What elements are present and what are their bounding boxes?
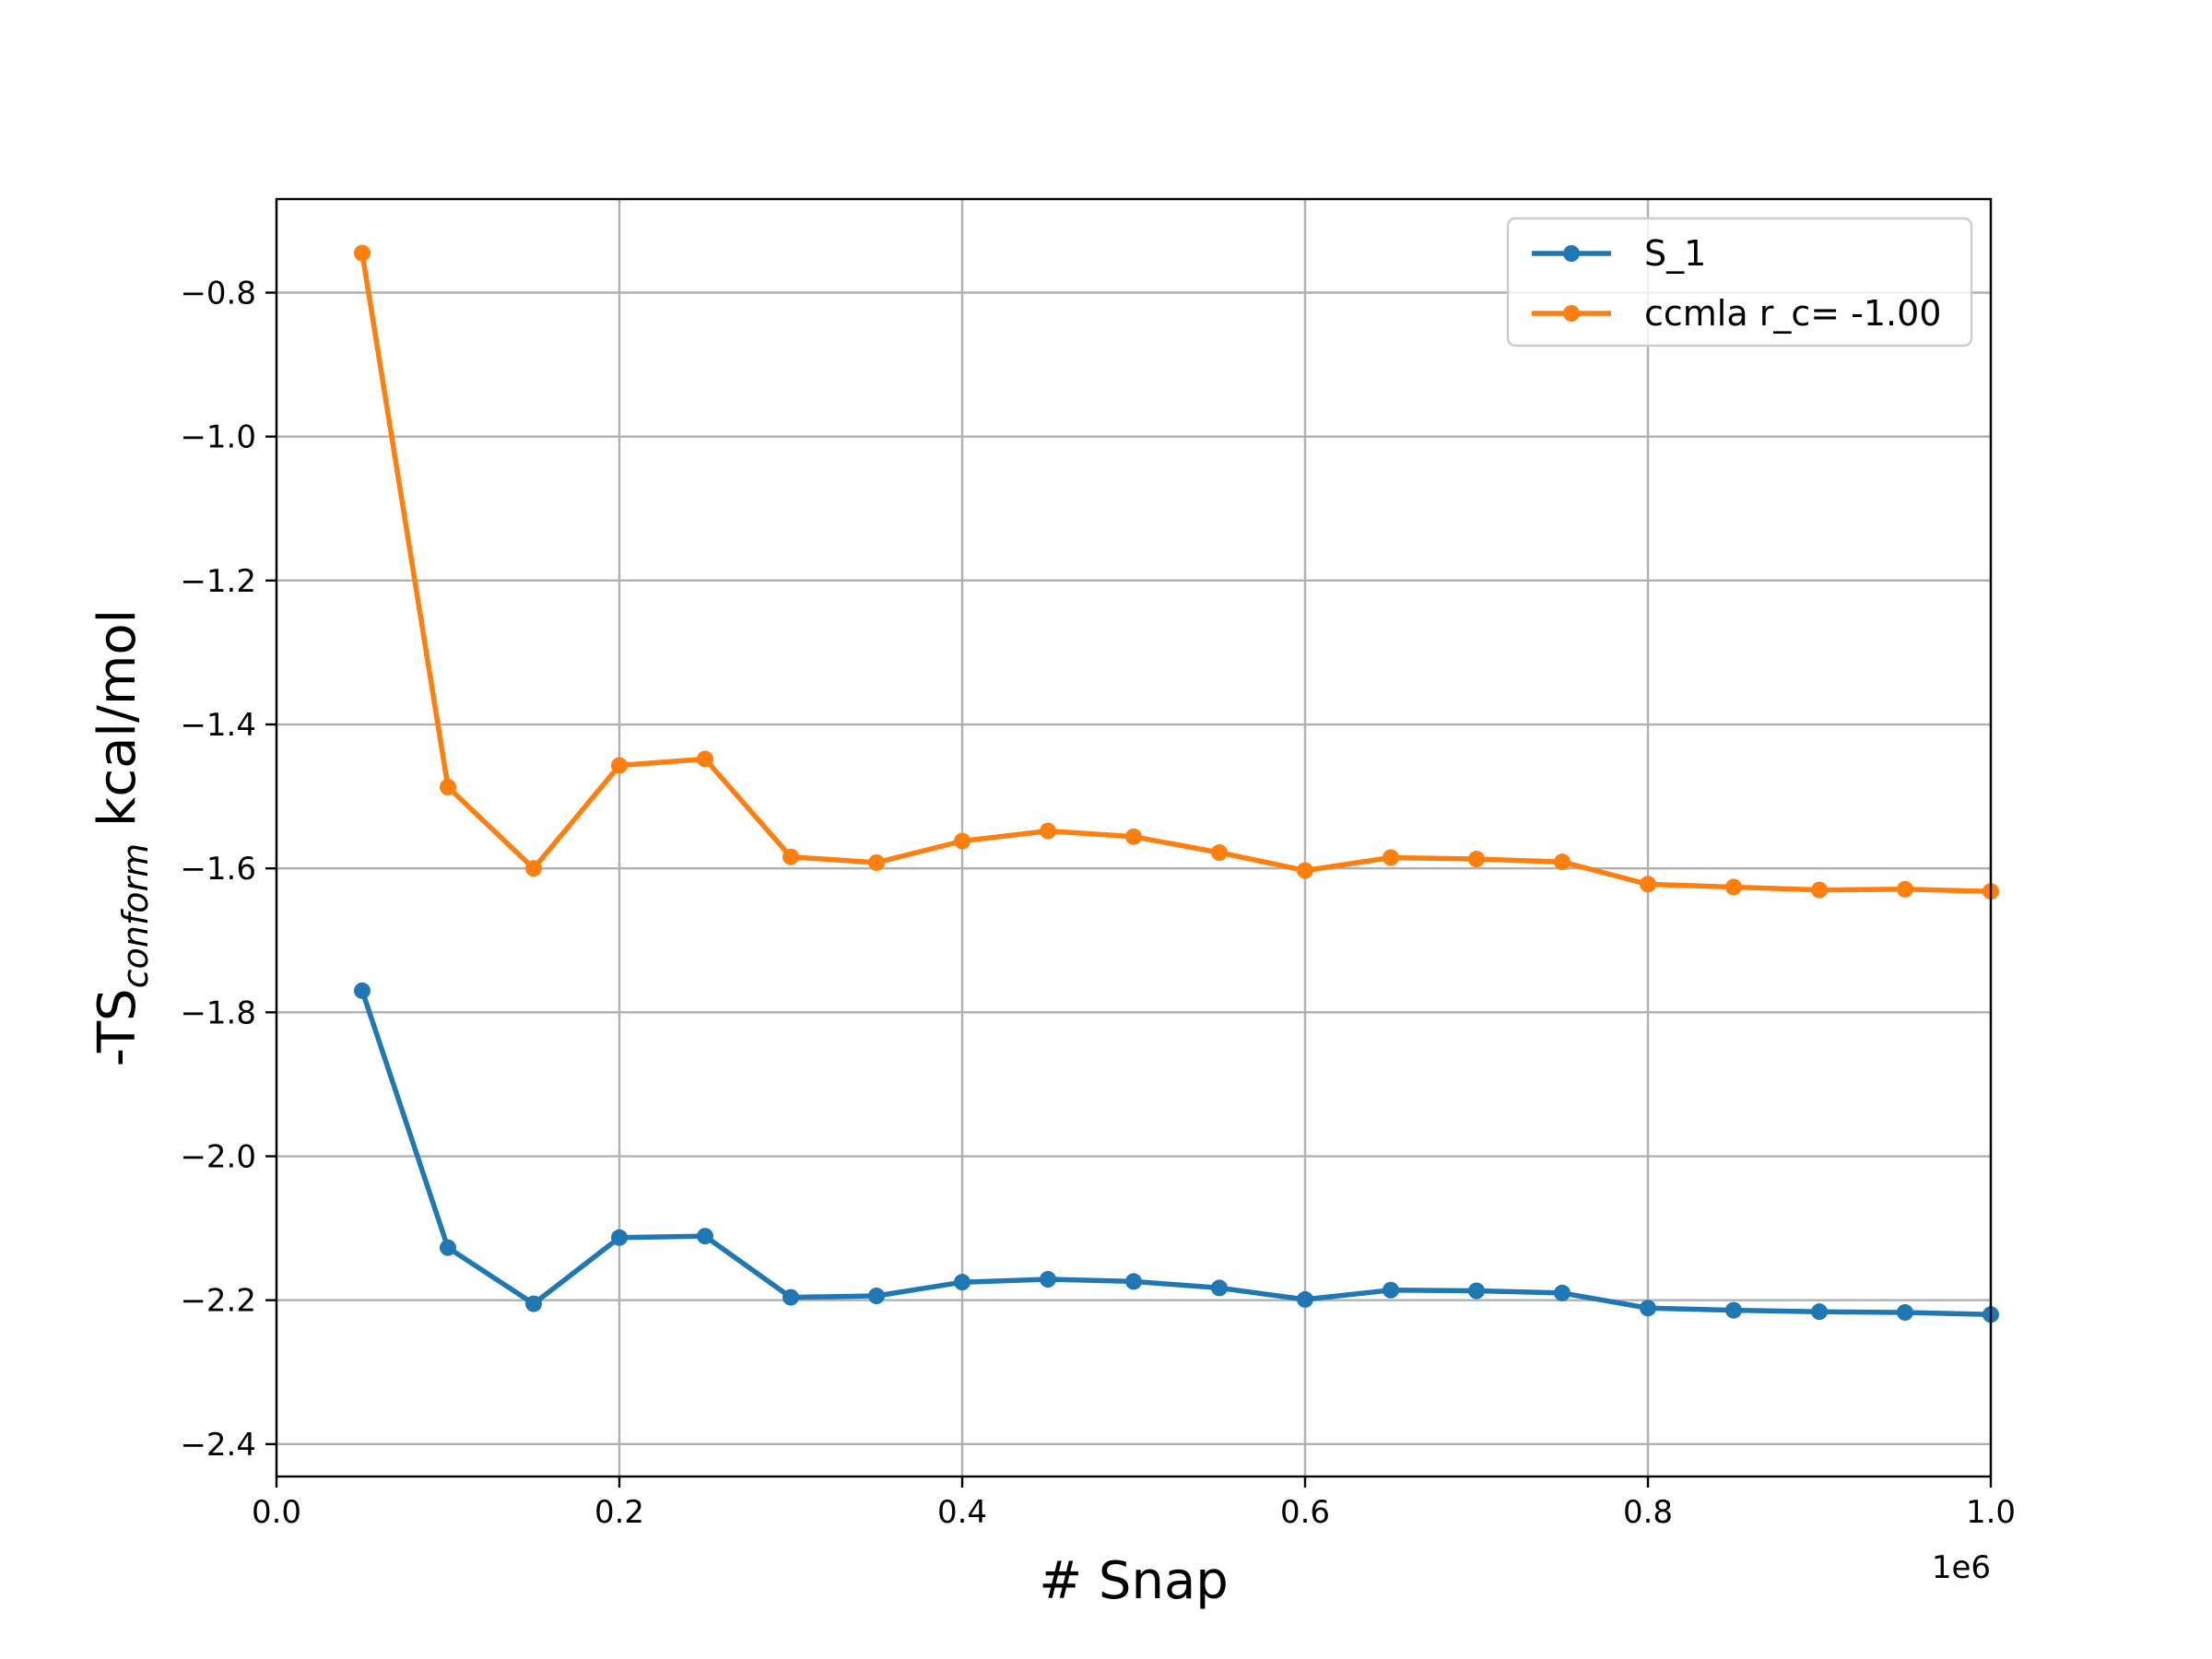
y-tick-label: −1.0 (180, 419, 256, 456)
data-point (1640, 876, 1656, 893)
y-tick-label: −1.8 (180, 994, 256, 1031)
y-tick-label: −2.2 (180, 1283, 256, 1320)
x-offset-label: 1e6 (1932, 1549, 1991, 1586)
y-axis-label-main: -TS (88, 988, 147, 1066)
x-tick-label: 0.6 (1280, 1494, 1330, 1531)
data-point (1382, 1281, 1399, 1299)
x-axis-label: # Snap (1039, 1551, 1229, 1611)
y-tick-label: −1.4 (180, 707, 256, 744)
data-point (954, 1274, 971, 1291)
y-tick-label: −2.4 (180, 1427, 256, 1464)
data-point (1297, 862, 1313, 879)
data-point (1725, 1301, 1742, 1319)
y-axis-label: -TSconform kcal/mol (88, 609, 156, 1066)
data-point (1382, 849, 1399, 866)
data-point (1040, 822, 1056, 840)
data-point (868, 1288, 885, 1305)
data-point (697, 750, 713, 768)
series-line (359, 987, 1994, 1318)
data-point (440, 1239, 456, 1256)
data-point (1211, 1279, 1228, 1297)
y-axis-label-subscript: conform (115, 843, 156, 989)
x-tick-label: 0.2 (594, 1494, 644, 1531)
data-point (1811, 881, 1828, 899)
series-line (359, 250, 1994, 895)
plot-frame (275, 197, 1993, 1478)
data-point (354, 982, 371, 999)
data-point (697, 1228, 713, 1245)
data-point (1725, 878, 1742, 896)
data-point (1125, 1273, 1142, 1290)
legend-label: ccmla r_c= -1.00 (1644, 293, 1941, 334)
legend-swatch-marker (1563, 245, 1580, 262)
data-point (1468, 1282, 1485, 1300)
x-tick-label: 1.0 (1966, 1494, 2016, 1531)
data-point (868, 853, 885, 871)
y-axis-label-unit: kcal/mol (88, 609, 147, 843)
data-point (1040, 1271, 1056, 1288)
y-tick-label: −2.0 (180, 1139, 256, 1176)
data-point (611, 1229, 628, 1246)
data-point (1297, 1290, 1313, 1308)
data-point (354, 244, 371, 262)
series-layer (354, 244, 1999, 1324)
legend-swatch-marker (1563, 305, 1580, 322)
data-point (1640, 1300, 1656, 1317)
x-tick-label: 0.4 (937, 1494, 987, 1531)
data-point (1468, 851, 1485, 868)
data-point (525, 1295, 542, 1312)
data-point (1211, 844, 1228, 862)
y-tick-label: −0.8 (180, 276, 256, 312)
series-2 (354, 244, 1999, 900)
grid-lines (275, 199, 1993, 1477)
data-point (1897, 880, 1913, 898)
y-tick-label: −1.6 (180, 851, 256, 888)
data-point (525, 860, 542, 877)
data-point (440, 778, 456, 795)
legend-box (1506, 217, 1973, 347)
data-point (1554, 1284, 1571, 1301)
data-point (782, 848, 799, 865)
data-point (611, 757, 628, 774)
axis-ticks: 0.0 0.2 0.4 0.6 0.8 1.0 −0.8 −1.0 −1.2 −1.4 −1.6 −1… (180, 276, 2016, 1531)
data-point (1897, 1303, 1913, 1321)
x-tick-label: 0.0 (252, 1494, 301, 1531)
data-point (1811, 1303, 1828, 1321)
y-tick-label: −1.2 (180, 563, 256, 600)
x-tick-label: 0.8 (1623, 1494, 1673, 1531)
data-point (1125, 828, 1142, 845)
data-point (954, 832, 971, 850)
series-1 (354, 982, 1999, 1324)
data-point (1554, 853, 1571, 871)
data-point (782, 1288, 799, 1306)
legend-label: S_1 (1644, 233, 1706, 274)
